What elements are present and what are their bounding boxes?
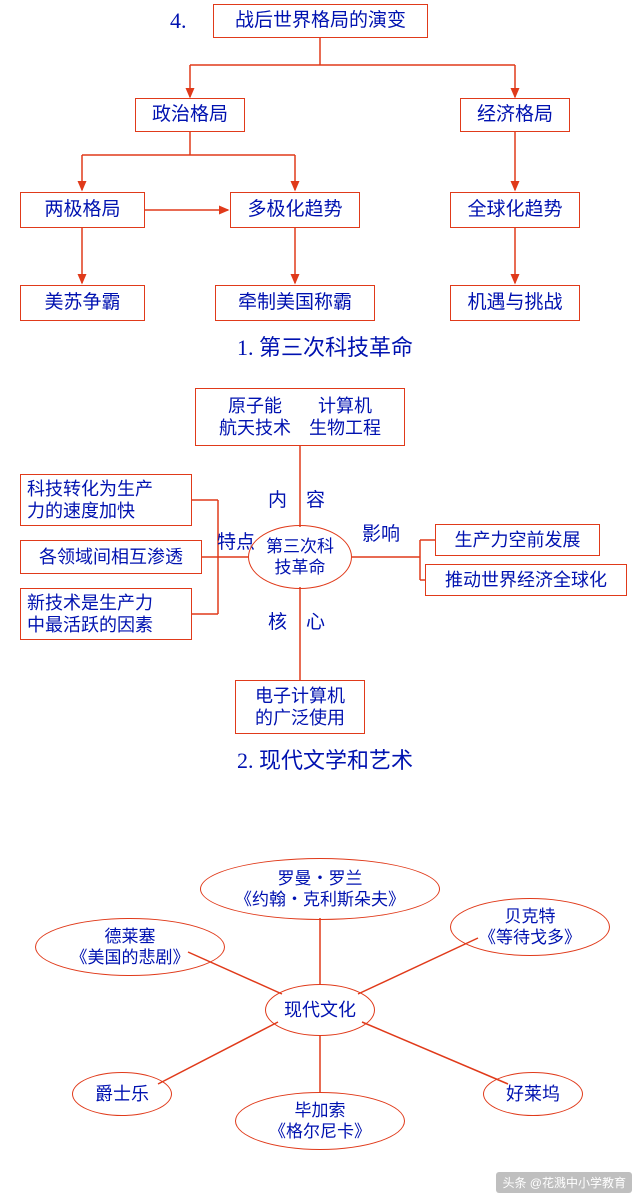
- node-bipolar: 两极格局: [20, 192, 145, 228]
- s1-right-1: 推动世界经济全球化: [425, 564, 627, 596]
- s2-node-4: 爵士乐: [72, 1072, 172, 1116]
- s1-left-1: 各领域间相互渗透: [20, 540, 202, 574]
- s2-node-3: 毕加索 《格尔尼卡》: [235, 1092, 405, 1150]
- leaf-restrain-us: 牵制美国称霸: [215, 285, 375, 321]
- s2-node-1: 贝克特 《等待戈多》: [450, 898, 610, 956]
- s1-top-label: 内 容: [268, 490, 325, 513]
- section1-title: 1. 第三次科技革命: [195, 335, 455, 361]
- section4-number: 4.: [170, 8, 187, 34]
- leaf-opportunity: 机遇与挑战: [450, 285, 580, 321]
- diagram-canvas: 4. 战后世界格局的演变 政治格局 经济格局 两极格局 多极化趋势 全球化趋势 …: [0, 0, 640, 1199]
- leaf-us-ussr: 美苏争霸: [20, 285, 145, 321]
- s2-node-0: 罗曼・罗兰 《约翰・克利斯朵夫》: [200, 858, 440, 920]
- s1-right-label: 影响: [362, 524, 400, 547]
- s2-center: 现代文化: [265, 984, 375, 1036]
- s1-top-box: 原子能 计算机 航天技术 生物工程: [195, 388, 405, 446]
- node-political: 政治格局: [135, 98, 245, 132]
- section4-title: 战后世界格局的演变: [213, 4, 428, 38]
- s1-right-0: 生产力空前发展: [435, 524, 600, 556]
- s2-node-2: 好莱坞: [483, 1072, 583, 1116]
- s1-bottom-box: 电子计算机 的广泛使用: [235, 680, 365, 734]
- s1-left-2: 新技术是生产力 中最活跃的因素: [20, 588, 192, 640]
- s1-center: 第三次科 技革命: [248, 525, 352, 589]
- watermark: 头条 @花溅中小学教育: [496, 1172, 632, 1193]
- section2-title: 2. 现代文学和艺术: [205, 748, 445, 774]
- s2-node-5: 德莱塞 《美国的悲剧》: [35, 918, 225, 976]
- node-multipolar: 多极化趋势: [230, 192, 360, 228]
- s1-bottom-label: 核 心: [268, 612, 325, 635]
- node-global: 全球化趋势: [450, 192, 580, 228]
- node-economic: 经济格局: [460, 98, 570, 132]
- s1-left-0: 科技转化为生产 力的速度加快: [20, 474, 192, 526]
